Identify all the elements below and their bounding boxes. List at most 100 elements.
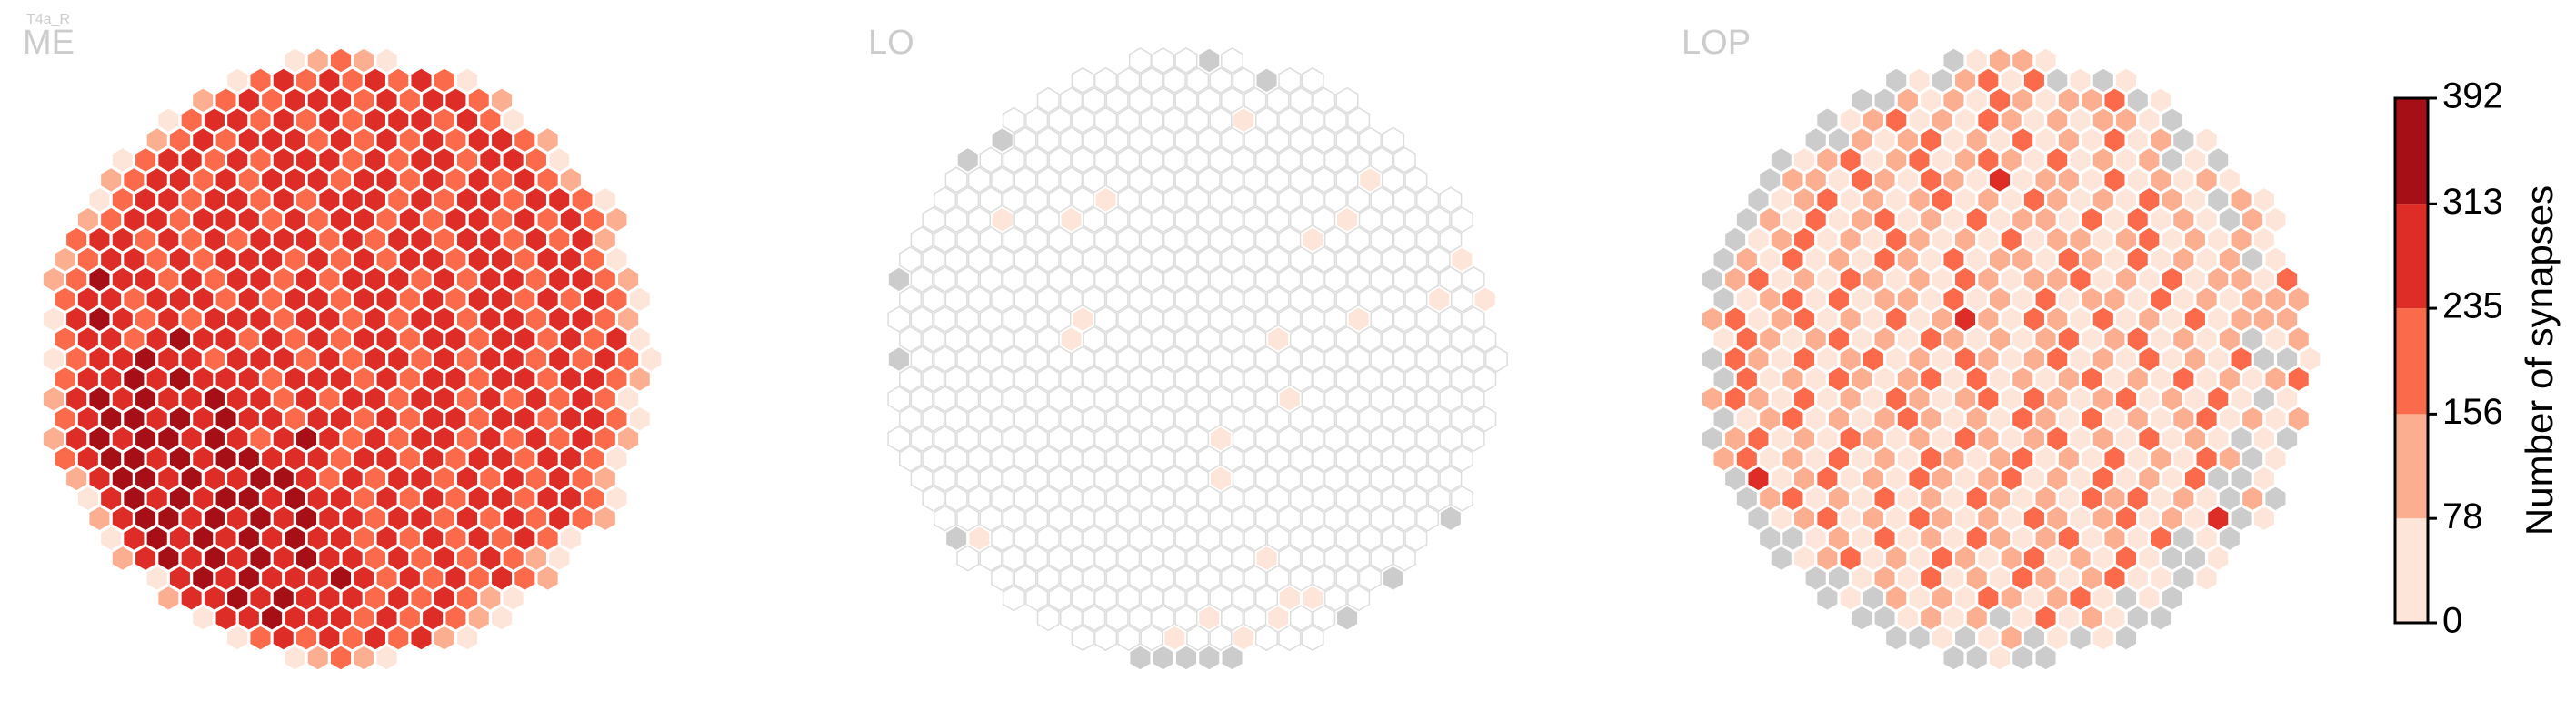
hex-cell: [1907, 625, 1932, 652]
hex-cell: [1243, 285, 1267, 313]
hex-cell: [502, 146, 525, 174]
hex-cell: [2045, 186, 2069, 214]
hex-cell: [2092, 585, 2115, 612]
hex-cell: [433, 186, 456, 214]
hex-cell: [1186, 305, 1210, 333]
hex-cell: [2114, 146, 2138, 174]
hex-cell: [1209, 426, 1233, 453]
hex-cell: [478, 265, 502, 293]
hex-cell: [1013, 446, 1037, 472]
hex-cell: [156, 386, 180, 413]
hex-cell: [1393, 186, 1416, 214]
hex-cell: [2092, 305, 2115, 333]
hex-cell: [203, 305, 226, 333]
hex-cell: [1186, 226, 1210, 254]
hex-cell: [1815, 226, 1839, 254]
hex-cell: [1278, 545, 1302, 572]
hex-cell: [260, 366, 284, 393]
hex-cell: [1036, 406, 1060, 433]
hex-cell: [1770, 426, 1793, 453]
hex-cell: [2102, 446, 2126, 472]
hex-cell: [2057, 406, 2081, 433]
hex-cell: [409, 465, 434, 492]
hex-cell: [1197, 565, 1221, 592]
hex-cell: [375, 446, 399, 472]
hex-cell: [1884, 146, 1908, 174]
hex-cell: [180, 186, 204, 214]
hex-cell: [1036, 166, 1060, 194]
hex-cell: [87, 426, 111, 453]
hex-cell: [386, 585, 410, 612]
hex-cell: [283, 525, 306, 552]
hex-cell: [1931, 585, 1954, 612]
hex-cell: [1152, 206, 1175, 234]
hex-cell: [2057, 246, 2081, 273]
hex-cell: [2137, 226, 2161, 254]
hex-cell: [2218, 406, 2242, 433]
hex-cell: [2241, 446, 2264, 472]
hex-cell: [1712, 406, 1736, 433]
hex-cell: [1060, 285, 1083, 313]
hex-cell: [2149, 285, 2172, 313]
hex-cell: [1323, 106, 1347, 134]
hex-cell: [2183, 226, 2207, 254]
hex-cell: [559, 206, 583, 234]
hex-cell: [2068, 265, 2092, 293]
hex-cell: [225, 505, 249, 532]
hex-cell: [1313, 325, 1336, 353]
hex-cell: [1942, 565, 1965, 592]
hex-cell: [1002, 426, 1025, 453]
hex-cell: [1976, 545, 2000, 572]
hex-cell: [1278, 345, 1302, 373]
hex-cell: [111, 386, 135, 413]
hex-cell: [168, 366, 192, 393]
hex-cell: [225, 305, 249, 333]
hex-cell: [2263, 246, 2287, 273]
hex-cell: [594, 386, 617, 413]
hex-cell: [1735, 446, 1759, 472]
hex-cell: [364, 265, 387, 293]
hex-cell: [1382, 246, 1405, 273]
hex-cell: [1770, 545, 1793, 572]
hex-cell: [237, 285, 261, 313]
hex-cell: [490, 525, 514, 552]
hex-cell: [571, 426, 594, 453]
hex-cell: [2092, 625, 2115, 652]
hex-cell: [1335, 565, 1359, 592]
hex-cell: [536, 446, 560, 472]
hex-cell: [1243, 565, 1267, 592]
hex-cell: [1163, 345, 1186, 373]
hex-cell: [2172, 126, 2195, 154]
hex-cell: [1048, 265, 1072, 293]
hex-cell: [559, 325, 583, 353]
hex-cell: [1770, 465, 1793, 492]
hex-cell: [1152, 285, 1175, 313]
hex-cell: [215, 166, 238, 194]
hex-cell: [1266, 325, 1290, 353]
hex-cell: [1965, 406, 1989, 433]
hex-cell: [1186, 106, 1210, 134]
hex-cell: [1197, 366, 1221, 393]
hex-cell: [2149, 446, 2172, 472]
hex-cell: [421, 406, 444, 433]
hex-cell: [1232, 426, 1255, 453]
hex-cell: [1907, 386, 1932, 413]
hex-cell: [2252, 186, 2276, 214]
hex-cell: [571, 305, 594, 333]
hex-cell: [1735, 406, 1759, 433]
hex-cell: [547, 186, 571, 214]
hex-cell: [409, 106, 434, 134]
hex-cell: [1827, 525, 1851, 552]
hex-cell: [2057, 525, 2081, 552]
hex-cell: [1953, 226, 1977, 254]
hex-cell: [559, 246, 583, 273]
hex-cell: [1404, 285, 1428, 313]
hex-cell: [134, 186, 157, 214]
hex-cell: [145, 446, 169, 472]
hex-cell: [1243, 605, 1267, 632]
hex-cell: [524, 305, 548, 333]
hex-cell: [156, 505, 180, 532]
hex-cell: [467, 406, 491, 433]
hex-cell: [1105, 126, 1129, 154]
hex-cell: [502, 305, 525, 333]
